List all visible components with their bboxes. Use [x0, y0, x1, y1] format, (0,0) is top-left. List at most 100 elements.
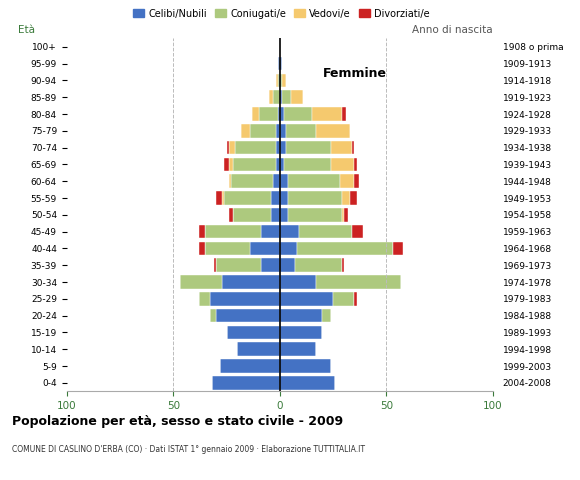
Bar — [278, 57, 280, 71]
Bar — [280, 208, 288, 222]
Bar — [342, 258, 344, 272]
Bar — [209, 309, 216, 323]
Bar — [280, 275, 316, 289]
Bar — [205, 225, 260, 239]
Bar — [342, 208, 344, 222]
Bar — [241, 124, 250, 138]
Bar — [284, 157, 331, 171]
Text: Età: Età — [17, 25, 35, 35]
Bar — [276, 157, 280, 171]
Bar — [331, 157, 354, 171]
Bar — [316, 275, 401, 289]
Bar — [354, 174, 358, 188]
Bar — [297, 241, 393, 255]
Text: Anno di nascita: Anno di nascita — [412, 25, 493, 35]
Bar — [288, 174, 339, 188]
Bar — [222, 191, 224, 205]
Bar — [280, 90, 282, 104]
Bar — [299, 225, 352, 239]
Bar — [216, 258, 260, 272]
Bar — [216, 191, 222, 205]
Bar — [331, 141, 352, 155]
Bar — [224, 157, 229, 171]
Bar — [280, 359, 331, 373]
Bar — [273, 174, 280, 188]
Bar — [354, 292, 357, 306]
Bar — [280, 157, 284, 171]
Bar — [273, 90, 280, 104]
Bar — [278, 107, 280, 121]
Bar — [180, 275, 222, 289]
Bar — [227, 325, 280, 339]
Bar — [352, 141, 354, 155]
Bar — [214, 258, 216, 272]
Bar — [284, 107, 312, 121]
Text: COMUNE DI CASLINO D'ERBA (CO) · Dati ISTAT 1° gennaio 2009 · Elaborazione TUTTIT: COMUNE DI CASLINO D'ERBA (CO) · Dati IST… — [12, 445, 365, 455]
Bar — [250, 124, 276, 138]
Bar — [280, 309, 322, 323]
Bar — [280, 258, 295, 272]
Bar — [316, 124, 350, 138]
Bar — [287, 124, 316, 138]
Bar — [229, 141, 235, 155]
Bar — [216, 309, 280, 323]
Bar — [287, 141, 331, 155]
Bar — [280, 342, 316, 356]
Bar — [209, 292, 280, 306]
Bar — [280, 191, 288, 205]
Bar — [276, 141, 280, 155]
Bar — [280, 376, 335, 390]
Bar — [235, 141, 276, 155]
Bar — [269, 90, 273, 104]
Bar — [322, 309, 331, 323]
Bar — [393, 241, 404, 255]
Bar — [280, 141, 287, 155]
Bar — [280, 124, 287, 138]
Bar — [280, 174, 288, 188]
Bar — [339, 174, 354, 188]
Bar — [220, 359, 280, 373]
Bar — [222, 275, 280, 289]
Bar — [342, 107, 346, 121]
Bar — [280, 225, 299, 239]
Bar — [229, 208, 233, 222]
Bar — [252, 107, 259, 121]
Bar — [231, 174, 273, 188]
Text: Popolazione per età, sesso e stato civile - 2009: Popolazione per età, sesso e stato civil… — [12, 415, 343, 428]
Bar — [280, 73, 282, 87]
Bar — [199, 241, 205, 255]
Bar — [354, 157, 357, 171]
Bar — [276, 73, 278, 87]
Bar — [237, 342, 280, 356]
Bar — [280, 57, 282, 71]
Bar — [199, 292, 209, 306]
Bar — [260, 225, 280, 239]
Bar — [295, 258, 342, 272]
Legend: Celibi/Nubili, Coniugati/e, Vedovi/e, Divorziati/e: Celibi/Nubili, Coniugati/e, Vedovi/e, Di… — [129, 5, 434, 23]
Bar — [205, 241, 250, 255]
Bar — [350, 191, 357, 205]
Bar — [282, 90, 291, 104]
Bar — [250, 241, 280, 255]
Bar — [280, 241, 297, 255]
Bar — [229, 157, 233, 171]
Bar — [288, 208, 342, 222]
Bar — [271, 191, 280, 205]
Bar — [288, 191, 342, 205]
Bar — [278, 73, 280, 87]
Bar — [199, 225, 205, 239]
Bar — [212, 376, 280, 390]
Bar — [282, 73, 287, 87]
Bar — [333, 292, 354, 306]
Bar — [291, 90, 303, 104]
Bar — [227, 141, 229, 155]
Bar — [229, 174, 231, 188]
Bar — [259, 107, 278, 121]
Bar — [280, 292, 333, 306]
Bar — [233, 208, 271, 222]
Bar — [344, 208, 348, 222]
Bar — [280, 107, 284, 121]
Bar — [271, 208, 280, 222]
Bar — [260, 258, 280, 272]
Bar — [280, 325, 322, 339]
